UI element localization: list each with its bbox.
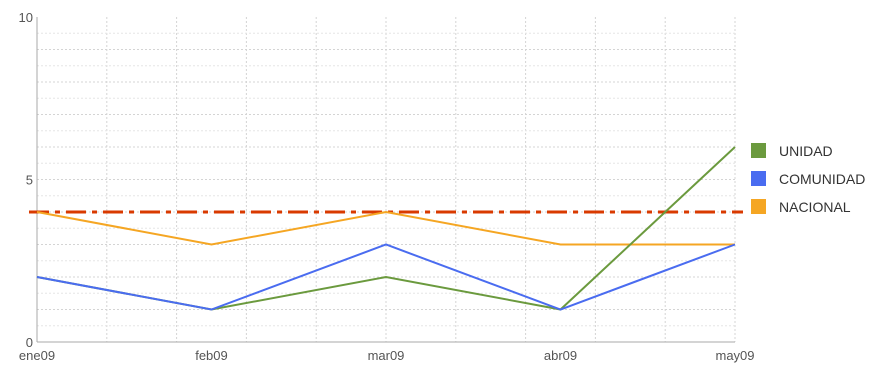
- series-line-comunidad: [36, 243, 736, 311]
- x-tick-label: mar09: [368, 348, 405, 363]
- legend-swatch-unidad: [751, 143, 766, 158]
- axes: [36, 17, 735, 343]
- legend-label-nacional: NACIONAL: [779, 199, 851, 215]
- grid: [37, 17, 736, 343]
- y-tick-label: 10: [19, 10, 33, 25]
- x-tick-label: feb09: [195, 348, 228, 363]
- x-tick-label: ene09: [19, 348, 55, 363]
- x-tick-label: may09: [715, 348, 754, 363]
- legend-label-comunidad: COMUNIDAD: [779, 171, 865, 187]
- y-tick-label: 5: [26, 173, 33, 188]
- series-line-nacional: [36, 210, 735, 246]
- x-tick-label: abr09: [544, 348, 577, 363]
- y-tick-label: 0: [26, 335, 33, 350]
- legend-swatch-comunidad: [751, 171, 766, 186]
- legend: UNIDAD COMUNIDAD NACIONAL: [751, 143, 865, 215]
- tick-labels: ene09 feb09 mar09 abr09 may09 0 5 10: [19, 10, 755, 363]
- legend-swatch-nacional: [751, 199, 766, 214]
- legend-label-unidad: UNIDAD: [779, 143, 833, 159]
- series-layer: [36, 146, 736, 311]
